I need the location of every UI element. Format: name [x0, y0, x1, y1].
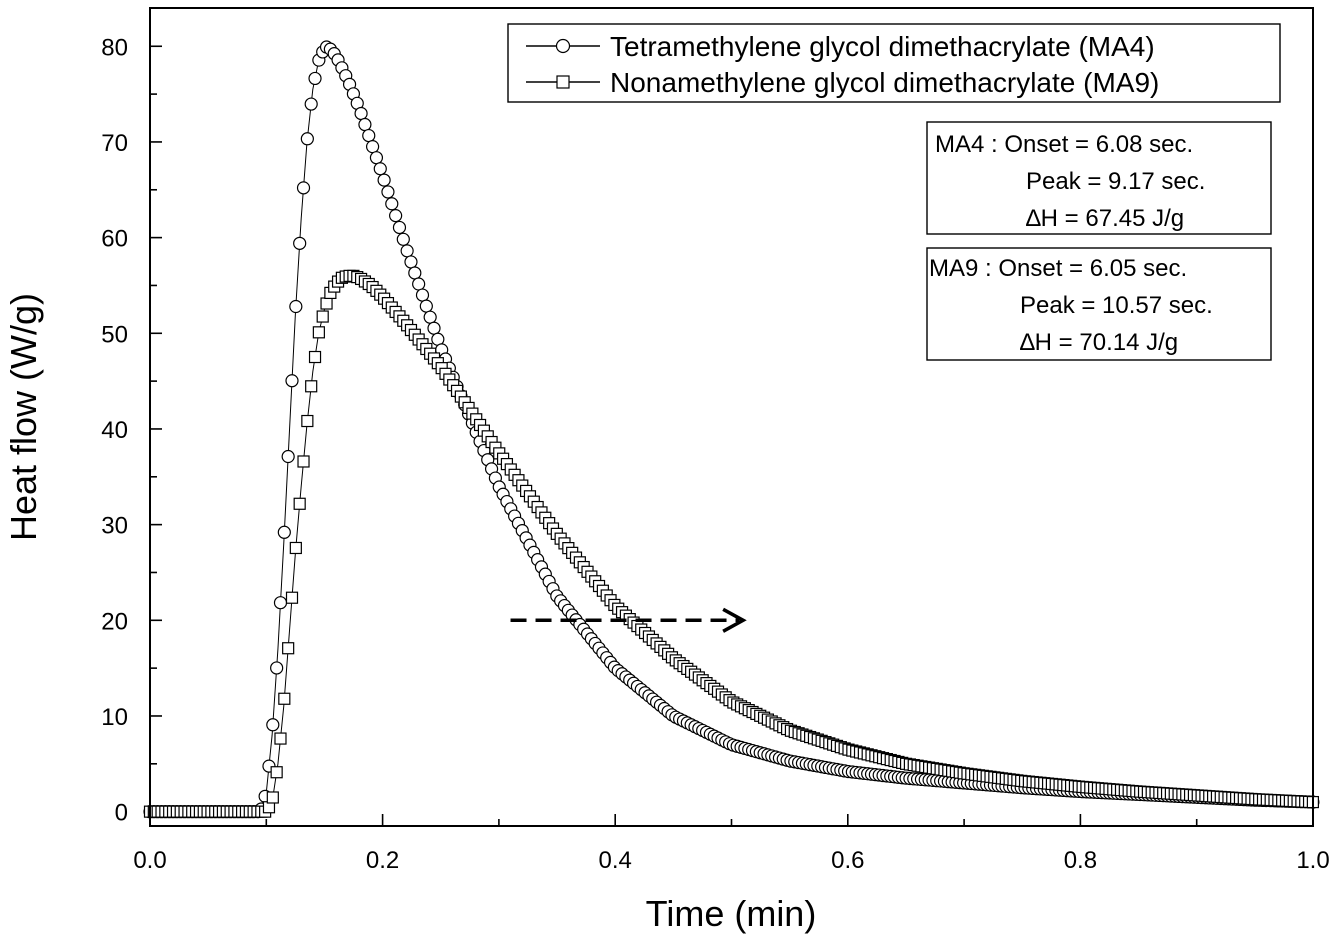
data-point-circle — [396, 232, 410, 246]
data-point-square — [270, 766, 283, 779]
y-axis-title: Heat flow (W/g) — [3, 293, 44, 541]
y-tick-label: 70 — [101, 130, 128, 157]
data-point-circle — [289, 299, 303, 314]
legend-marker-square — [556, 75, 570, 89]
data-point-circle — [408, 266, 422, 280]
data-point-circle — [304, 97, 318, 111]
series-layer — [143, 40, 1320, 819]
data-point-square — [274, 732, 287, 745]
data-point-square — [308, 350, 322, 364]
x-tick-label: 0.8 — [1064, 847, 1097, 874]
x-axis-title: Time (min) — [646, 893, 817, 934]
y-tick-label: 60 — [101, 226, 128, 253]
data-point-square — [312, 326, 325, 339]
annotation-ma9: MA9 : Onset = 6.05 sec. Peak = 10.57 sec… — [926, 247, 1272, 361]
annotation-box-ma9 — [926, 247, 1272, 361]
data-point-square — [316, 310, 329, 323]
data-point-circle — [308, 71, 322, 86]
y-tick-label: 30 — [101, 513, 128, 540]
data-point-circle — [404, 255, 418, 269]
data-point-square — [301, 414, 314, 428]
x-tick-label: 1.0 — [1296, 847, 1329, 874]
data-point-circle — [400, 244, 414, 258]
series-ma9 — [143, 269, 1319, 818]
data-point-square — [320, 297, 333, 310]
legend-marker-circle — [555, 38, 571, 54]
legend-box — [507, 23, 1281, 103]
data-point-circle — [296, 181, 311, 195]
data-point-circle — [373, 162, 387, 176]
data-point-square — [266, 791, 279, 804]
data-point-circle — [270, 661, 284, 675]
arrow-head — [722, 607, 747, 633]
data-point-square — [289, 541, 302, 555]
y-tick-label: 80 — [101, 34, 128, 61]
data-point-square — [293, 497, 306, 510]
data-point-circle — [300, 132, 314, 146]
annotation-ma9-onset: MA9 : Onset = 6.05 sec. — [929, 255, 1187, 282]
data-point-circle — [412, 277, 426, 291]
x-tick-label: 0.0 — [133, 847, 166, 874]
data-point-square — [282, 642, 295, 655]
y-tick-label: 10 — [101, 704, 128, 731]
data-point-circle — [358, 117, 372, 132]
data-point-circle — [419, 299, 433, 313]
data-point-circle — [277, 525, 291, 539]
y-tick-label: 20 — [101, 608, 128, 635]
data-point-circle — [392, 220, 407, 235]
data-point-square — [297, 455, 310, 468]
legend-entry-ma9: Nonamethylene glycol dimethacrylate (MA9… — [526, 67, 1159, 98]
data-point-circle — [266, 718, 280, 732]
data-point-circle — [354, 106, 368, 121]
data-point-circle — [389, 209, 403, 223]
y-tick-label: 40 — [101, 417, 128, 444]
annotation-ma4-onset: MA4 : Onset = 6.08 sec. — [935, 131, 1193, 158]
data-point-circle — [273, 596, 288, 610]
annotation-ma4: MA4 : Onset = 6.08 sec. Peak = 9.17 sec.… — [926, 121, 1272, 235]
data-point-circle — [427, 321, 441, 335]
axis-ticks: 0.0 0.2 0.4 0.6 0.8 1.0 0 10 20 30 40 50 60 70 80 — [101, 34, 1329, 874]
data-point-circle — [385, 197, 399, 211]
data-point-circle — [423, 310, 437, 324]
x-tick-label: 0.6 — [831, 847, 864, 874]
data-point-square — [305, 380, 318, 393]
y-tick-label: 0 — [115, 800, 128, 827]
data-point-circle — [362, 128, 376, 143]
data-point-circle — [381, 185, 395, 199]
legend: Tetramethylene glycol dimethacrylate (MA… — [507, 23, 1281, 103]
annotation-ma4-peak: Peak = 9.17 sec. — [1026, 168, 1205, 195]
annotation-box-ma4 — [926, 121, 1272, 235]
data-point-circle — [377, 173, 391, 187]
plot-frame — [149, 7, 1314, 827]
data-point-square — [285, 591, 299, 604]
x-tick-label: 0.4 — [599, 847, 632, 874]
data-point-square — [278, 692, 291, 705]
data-point-circle — [415, 288, 430, 302]
data-point-circle — [281, 449, 295, 464]
legend-label-ma4: Tetramethylene glycol dimethacrylate (MA… — [610, 31, 1155, 62]
data-point-circle — [369, 151, 384, 165]
annotation-ma4-enthalpy: ∆H = 67.45 J/g — [1026, 205, 1184, 232]
y-tick-label: 50 — [101, 321, 128, 348]
legend-label-ma9: Nonamethylene glycol dimethacrylate (MA9… — [610, 67, 1159, 98]
legend-entry-ma4: Tetramethylene glycol dimethacrylate (MA… — [526, 31, 1155, 62]
dashed-arrow — [510, 607, 747, 633]
annotation-ma9-peak: Peak = 10.57 sec. — [1020, 292, 1213, 319]
data-point-circle — [365, 140, 380, 154]
data-point-circle — [285, 374, 299, 388]
x-tick-label: 0.2 — [366, 847, 399, 874]
data-point-circle — [293, 236, 307, 250]
annotation-ma9-enthalpy: ∆H = 70.14 J/g — [1020, 329, 1178, 356]
